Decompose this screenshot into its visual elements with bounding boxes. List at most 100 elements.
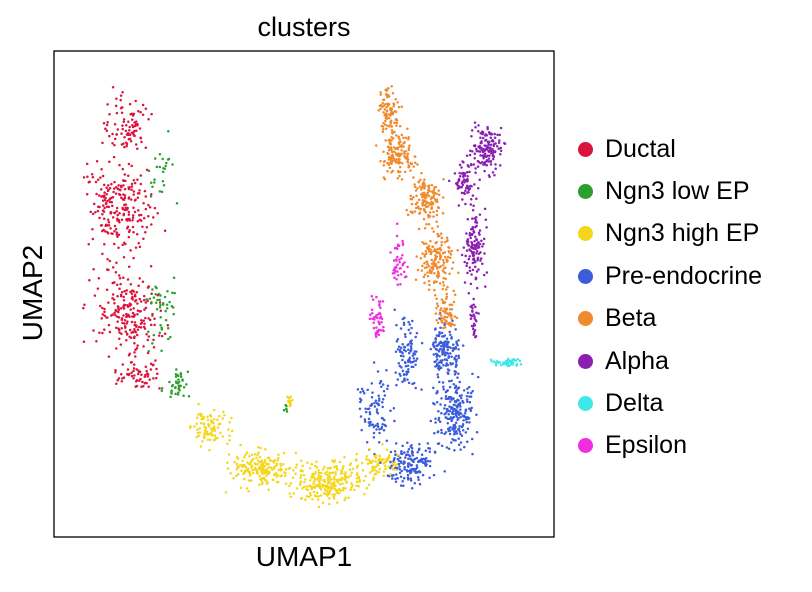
scatter-point-epsilon [375, 326, 378, 329]
scatter-point-ngn3-high-ep [348, 468, 352, 471]
scatter-point-beta [421, 252, 424, 255]
scatter-point-alpha [481, 148, 485, 151]
scatter-point-beta [439, 307, 443, 310]
scatter-point-pre-endocrine [462, 401, 465, 404]
scatter-point-ngn3-high-ep [333, 465, 336, 469]
scatter-point-pre-endocrine [399, 374, 402, 378]
scatter-point-pre-endocrine [380, 385, 383, 389]
scatter-point-pre-endocrine [461, 423, 465, 426]
scatter-point-ngn3-high-ep [207, 422, 210, 426]
scatter-point-pre-endocrine [460, 425, 464, 429]
scatter-point-beta [445, 236, 449, 240]
scatter-point-alpha [464, 179, 467, 182]
scatter-point-pre-endocrine [451, 346, 455, 350]
scatter-point-pre-endocrine [383, 423, 386, 427]
scatter-point-ductal [152, 377, 155, 380]
scatter-point-pre-endocrine [358, 407, 362, 411]
scatter-point-ductal [110, 232, 113, 235]
scatter-point-ngn3-high-ep [247, 462, 251, 465]
scatter-point-ngn3-high-ep [354, 459, 358, 462]
scatter-point-ngn3-high-ep [258, 474, 261, 478]
scatter-point-beta [435, 302, 439, 305]
scatter-point-pre-endocrine [434, 341, 437, 344]
scatter-point-beta [389, 112, 393, 116]
scatter-point-ductal [144, 107, 148, 110]
scatter-point-epsilon [406, 265, 409, 269]
scatter-point-pre-endocrine [409, 348, 413, 352]
scatter-point-pre-endocrine [428, 464, 432, 468]
scatter-point-pre-endocrine [445, 389, 449, 393]
scatter-point-ngn3-high-ep [250, 453, 254, 456]
scatter-point-ngn3-high-ep [355, 452, 358, 456]
scatter-point-epsilon [393, 247, 397, 250]
scatter-point-ngn3-high-ep [235, 462, 239, 466]
scatter-point-ngn3-high-ep [232, 476, 235, 480]
scatter-point-ductal [133, 374, 136, 377]
scatter-point-ngn3-high-ep [343, 498, 346, 502]
scatter-point-delta [502, 362, 506, 365]
scatter-point-alpha [474, 318, 477, 322]
scatter-point-epsilon [392, 259, 396, 262]
scatter-point-alpha [479, 154, 482, 157]
scatter-point-epsilon [396, 283, 399, 287]
scatter-point-pre-endocrine [396, 457, 400, 461]
scatter-point-ductal [127, 354, 131, 357]
scatter-point-pre-endocrine [454, 345, 457, 349]
scatter-point-pre-endocrine [446, 348, 450, 351]
scatter-point-pre-endocrine [409, 463, 413, 467]
scatter-point-pre-endocrine [404, 335, 407, 338]
scatter-point-ductal [85, 162, 89, 166]
scatter-point-pre-endocrine [461, 428, 465, 432]
scatter-point-alpha [484, 218, 488, 222]
scatter-point-ngn3-low-ep [167, 129, 170, 133]
scatter-point-ngn3-high-ep [202, 416, 206, 419]
scatter-point-ngn3-low-ep [179, 375, 183, 378]
scatter-point-alpha [481, 132, 484, 136]
scatter-point-ngn3-high-ep [329, 483, 333, 486]
scatter-point-ductal [139, 182, 143, 186]
scatter-point-ngn3-high-ep [317, 495, 321, 498]
scatter-point-ductal [125, 314, 129, 318]
scatter-point-ductal [100, 195, 103, 198]
scatter-point-ngn3-low-ep [169, 335, 172, 339]
points-layer [82, 85, 523, 509]
scatter-point-ductal [122, 198, 126, 201]
scatter-point-ngn3-high-ep [318, 481, 321, 485]
scatter-point-ductal [122, 212, 126, 216]
scatter-point-ductal [111, 204, 114, 208]
scatter-point-epsilon [389, 251, 392, 254]
scatter-point-alpha [473, 157, 476, 160]
scatter-point-beta [381, 101, 385, 105]
scatter-point-beta [430, 183, 434, 187]
scatter-point-ngn3-high-ep [294, 451, 298, 455]
scatter-point-epsilon [375, 295, 378, 299]
scatter-point-ductal [115, 233, 119, 236]
scatter-point-pre-endocrine [400, 366, 403, 369]
scatter-point-alpha [473, 217, 477, 220]
scatter-point-ngn3-high-ep [308, 478, 312, 482]
scatter-point-ngn3-high-ep [378, 454, 381, 458]
scatter-point-pre-endocrine [401, 444, 404, 448]
scatter-point-ductal [120, 290, 124, 294]
scatter-point-beta [448, 256, 452, 259]
scatter-point-ductal [119, 294, 123, 298]
scatter-point-ductal [115, 111, 119, 115]
scatter-point-ngn3-high-ep [227, 428, 230, 431]
scatter-point-pre-endocrine [451, 319, 454, 323]
scatter-point-pre-endocrine [411, 454, 415, 457]
scatter-point-alpha [477, 268, 480, 271]
scatter-point-pre-endocrine [372, 431, 376, 435]
scatter-point-pre-endocrine [459, 448, 462, 451]
scatter-point-pre-endocrine [457, 410, 460, 414]
scatter-point-pre-endocrine [389, 409, 392, 412]
scatter-point-pre-endocrine [470, 437, 474, 441]
scatter-point-beta [445, 315, 449, 319]
scatter-point-alpha [477, 231, 481, 234]
scatter-point-beta [449, 322, 453, 326]
scatter-point-alpha [466, 191, 469, 194]
scatter-point-ductal [122, 120, 126, 123]
scatter-point-ngn3-high-ep [350, 486, 353, 489]
scatter-point-alpha [487, 130, 491, 134]
scatter-point-ngn3-high-ep [373, 466, 376, 469]
scatter-point-pre-endocrine [420, 388, 423, 391]
